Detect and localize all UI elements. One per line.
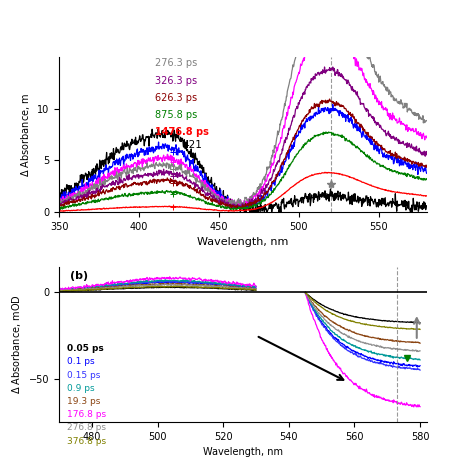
Text: 19.3 ps: 19.3 ps [66, 397, 100, 406]
Text: 376.8 ps: 376.8 ps [66, 437, 106, 446]
Text: 276.3 ps: 276.3 ps [155, 58, 197, 68]
Text: 1476.8 ps: 1476.8 ps [155, 127, 209, 137]
Text: 176.8 ps: 176.8 ps [66, 410, 106, 419]
Text: 326.3 ps: 326.3 ps [155, 75, 197, 85]
Text: 0.15 ps: 0.15 ps [66, 371, 100, 380]
Y-axis label: $\Delta$ Absorbance, mOD: $\Delta$ Absorbance, mOD [10, 294, 24, 394]
Text: 276.8 ps: 276.8 ps [66, 423, 106, 432]
Text: (b): (b) [70, 271, 88, 281]
Text: 875.8 ps: 875.8 ps [155, 109, 197, 120]
Text: 626.3 ps: 626.3 ps [155, 92, 197, 102]
Text: 0.9 ps: 0.9 ps [66, 384, 94, 393]
Text: 0.05 ps: 0.05 ps [66, 344, 103, 353]
X-axis label: Wavelength, nm: Wavelength, nm [203, 447, 283, 457]
Y-axis label: $\Delta$ Absorbance, m: $\Delta$ Absorbance, m [18, 92, 32, 177]
Text: 0.1 ps: 0.1 ps [66, 357, 94, 366]
Text: 421: 421 [182, 140, 202, 150]
X-axis label: Wavelength, nm: Wavelength, nm [197, 237, 289, 247]
